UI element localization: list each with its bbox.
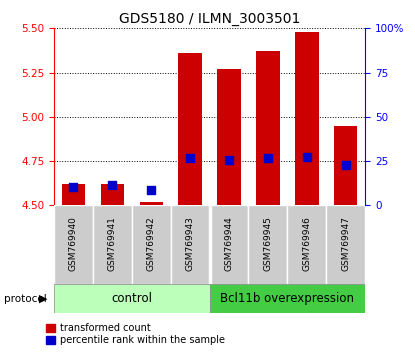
Text: GSM769947: GSM769947 xyxy=(341,216,350,271)
Text: protocol: protocol xyxy=(4,294,47,304)
Bar xyxy=(295,32,319,205)
Text: GSM769940: GSM769940 xyxy=(69,216,78,271)
Point xyxy=(187,156,193,161)
Point xyxy=(226,157,232,163)
Point xyxy=(303,154,310,159)
Bar xyxy=(210,205,249,285)
Text: control: control xyxy=(111,292,152,305)
Point xyxy=(342,163,349,169)
Bar xyxy=(171,205,210,285)
Text: GSM769942: GSM769942 xyxy=(147,216,156,271)
Point xyxy=(109,182,116,188)
Bar xyxy=(101,184,124,205)
Bar xyxy=(132,205,171,285)
Bar xyxy=(334,126,357,205)
Bar xyxy=(210,284,365,313)
Bar xyxy=(178,53,202,205)
Bar xyxy=(217,69,241,205)
Point xyxy=(148,187,154,193)
Bar xyxy=(249,205,287,285)
Bar xyxy=(287,205,326,285)
Text: GSM769941: GSM769941 xyxy=(108,216,117,271)
Text: ▶: ▶ xyxy=(39,294,48,304)
Text: GSM769943: GSM769943 xyxy=(186,216,195,271)
Bar xyxy=(256,51,280,205)
Bar xyxy=(54,284,210,313)
Bar xyxy=(62,184,85,205)
Text: GSM769945: GSM769945 xyxy=(264,216,272,271)
Text: GSM769946: GSM769946 xyxy=(303,216,311,271)
Point xyxy=(265,156,271,161)
Text: Bcl11b overexpression: Bcl11b overexpression xyxy=(220,292,354,305)
Bar xyxy=(54,205,93,285)
Bar xyxy=(139,202,163,205)
Text: GSM769944: GSM769944 xyxy=(225,216,234,271)
Bar xyxy=(93,205,132,285)
Title: GDS5180 / ILMN_3003501: GDS5180 / ILMN_3003501 xyxy=(119,12,300,26)
Bar xyxy=(326,205,365,285)
Legend: transformed count, percentile rank within the sample: transformed count, percentile rank withi… xyxy=(46,324,225,346)
Point xyxy=(70,184,77,189)
